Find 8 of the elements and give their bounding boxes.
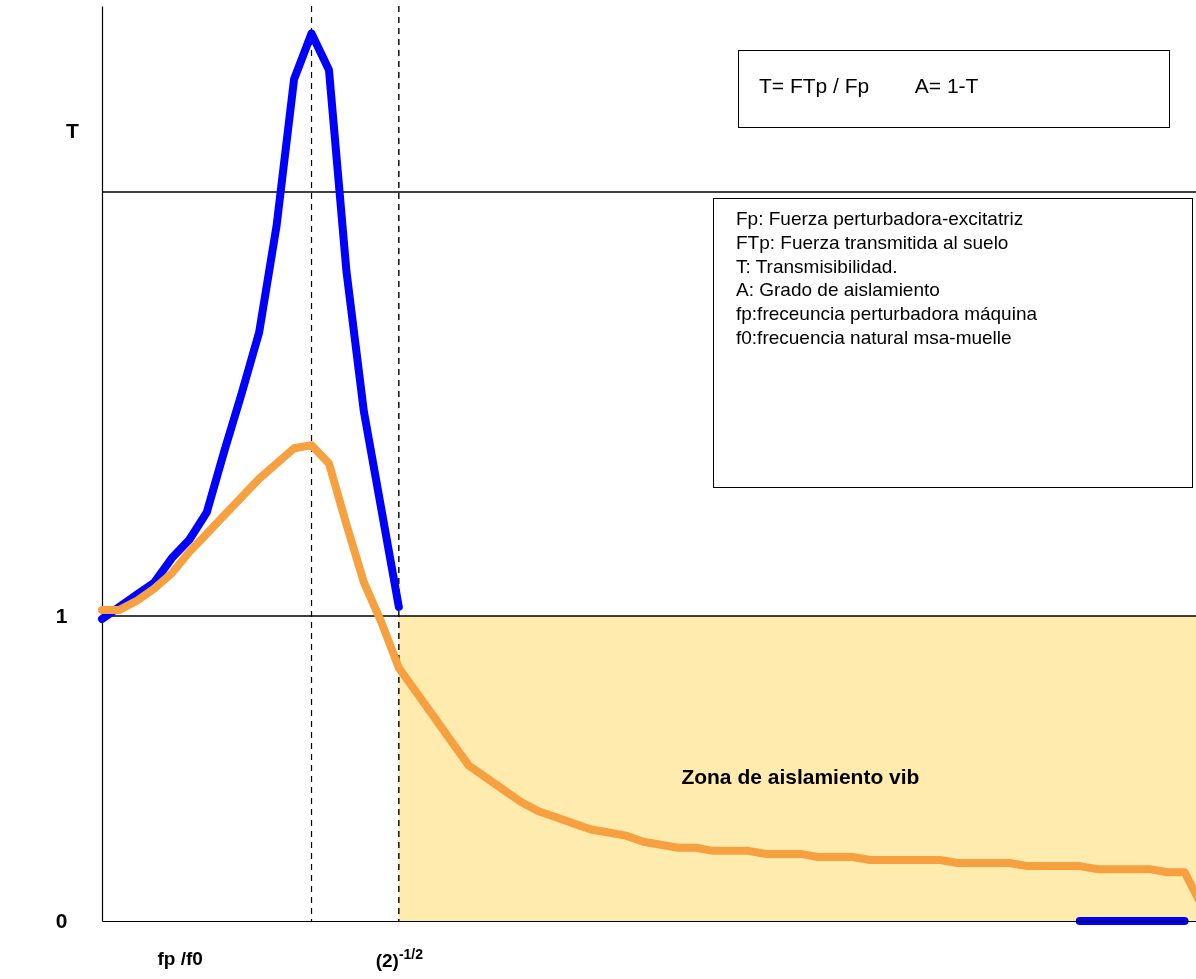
y-tick-label: 1 xyxy=(55,603,68,627)
x-tick-label: (2)$^{-1/2}$ xyxy=(375,945,424,971)
note-box: Fp: Fuerza perturbadora-excitatriz FTp: Fuerza transmitida al suelo T: Transmisibilidad. A: Grado de aislamiento fp:freceuncia perturbadora máquina f0:frecuencia natural msa-muelle xyxy=(713,198,1193,488)
note-box: T= FTp / Fp A= 1-T xyxy=(738,50,1170,128)
y-tick-label: 0 xyxy=(55,908,68,932)
y-axis-title: T xyxy=(66,118,80,142)
x-axis-title: fp /f0 xyxy=(157,947,203,969)
annotation: Zona de aislamiento vib xyxy=(681,764,920,788)
